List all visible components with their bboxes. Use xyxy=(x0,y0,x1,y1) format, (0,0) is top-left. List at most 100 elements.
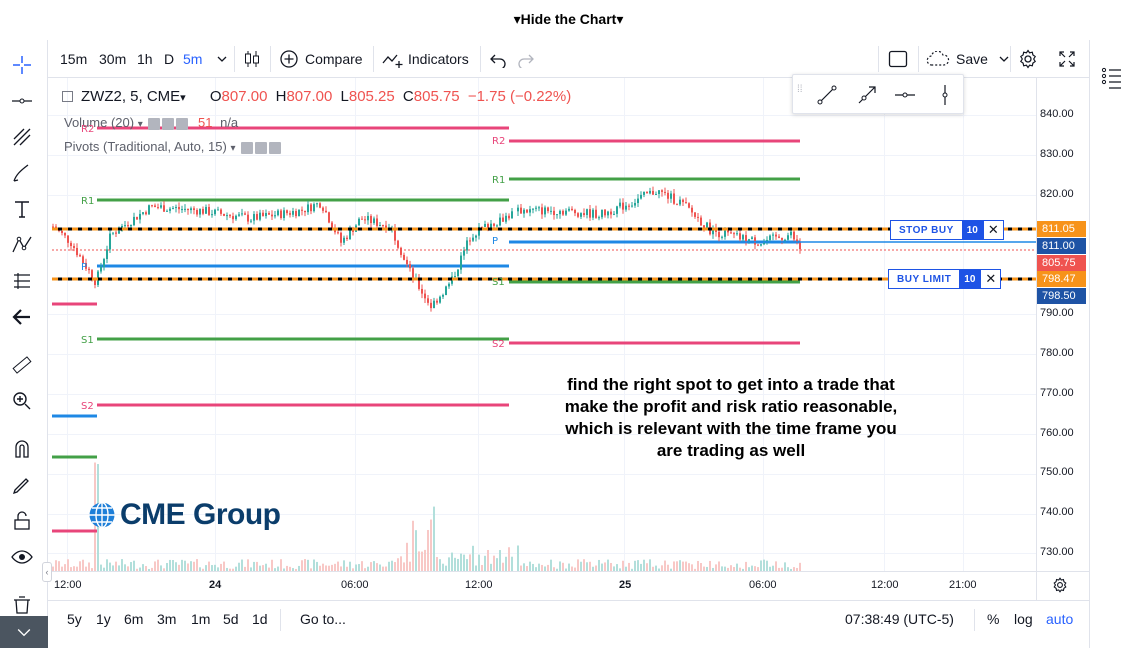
candle-body xyxy=(664,191,666,193)
range-5y[interactable]: 5y xyxy=(67,611,82,627)
visibility-icon[interactable] xyxy=(241,141,254,154)
back-arrow-icon[interactable] xyxy=(6,302,38,332)
volume-bar xyxy=(616,564,618,571)
volume-bar xyxy=(364,568,366,571)
log-scale-toggle[interactable]: log xyxy=(1014,611,1033,627)
volume-bar xyxy=(214,564,216,571)
candlestick-style-icon[interactable] xyxy=(243,40,261,78)
lock-drawing-icon[interactable] xyxy=(6,470,38,500)
range-1m[interactable]: 1m xyxy=(191,611,211,627)
settings-icon[interactable] xyxy=(255,141,268,154)
crosshair-icon[interactable] xyxy=(6,50,38,80)
candle-body xyxy=(115,232,117,234)
pivots-label[interactable]: Pivots (Traditional, Auto, 15) xyxy=(64,139,227,154)
magnet-icon[interactable] xyxy=(6,434,38,464)
visibility-icon[interactable] xyxy=(148,117,161,130)
save-button[interactable]: Save xyxy=(926,40,1010,78)
volume-bar xyxy=(169,559,171,571)
ruler-icon[interactable] xyxy=(6,350,38,380)
stop-buy-label[interactable]: STOP BUY xyxy=(899,224,954,236)
volume-bar xyxy=(670,568,672,571)
range-5d[interactable]: 5d xyxy=(223,611,239,627)
undo-icon[interactable] xyxy=(489,40,507,78)
volume-bar xyxy=(583,559,585,571)
percent-scale-toggle[interactable]: % xyxy=(987,611,1000,627)
fib-tool-icon[interactable] xyxy=(6,122,38,152)
volume-bar xyxy=(325,565,327,571)
settings-gear-icon[interactable] xyxy=(1018,40,1038,78)
brush-tool-icon[interactable] xyxy=(6,158,38,188)
volume-bar xyxy=(202,568,204,571)
symbol-name[interactable]: ZWZ2, 5, CME xyxy=(81,88,181,105)
buy-limit-label[interactable]: BUY LIMIT xyxy=(897,273,952,285)
volume-bar xyxy=(157,559,159,571)
drag-handle-icon[interactable]: ⁞⁞ xyxy=(797,84,803,95)
unlock-icon[interactable] xyxy=(6,506,38,536)
watchlist-icon[interactable] xyxy=(1100,66,1122,97)
hide-chart-toggle[interactable]: ▾Hide the Chart▾ xyxy=(0,11,1137,28)
volume-bar xyxy=(304,559,306,571)
zoom-in-icon[interactable] xyxy=(6,386,38,416)
arrow-line-icon[interactable] xyxy=(853,81,881,109)
indicators-button[interactable]: Indicators xyxy=(382,40,469,78)
trend-line-icon[interactable] xyxy=(813,81,841,109)
price-tick: 820.00 xyxy=(1040,188,1074,200)
right-sidebar xyxy=(1089,40,1137,648)
candle-body xyxy=(289,213,291,215)
settings-icon[interactable] xyxy=(162,117,175,130)
volume-label[interactable]: Volume (20) xyxy=(64,115,135,130)
top-bar: ▾Hide the Chart▾ xyxy=(0,0,1137,40)
interval-d[interactable]: D xyxy=(164,51,175,67)
stop-buy-order[interactable]: STOP BUY 10 ✕ xyxy=(890,220,1004,240)
go-to-button[interactable]: Go to... xyxy=(300,611,346,627)
collapse-toolbar-button[interactable] xyxy=(0,616,48,648)
candle-body xyxy=(616,206,618,214)
horizontal-line-icon[interactable] xyxy=(891,81,919,109)
collapse-legend-icon[interactable] xyxy=(62,90,73,102)
interval-1h[interactable]: 1h xyxy=(137,51,153,67)
remove-icon[interactable] xyxy=(269,141,282,154)
volume-bar xyxy=(547,564,549,571)
range-3m[interactable]: 3m xyxy=(157,611,177,627)
range-6m[interactable]: 6m xyxy=(124,611,144,627)
chevron-down-icon[interactable]: ▾ xyxy=(137,119,143,130)
compare-button[interactable]: Compare xyxy=(279,40,363,78)
interval-dropdown-chevron-icon[interactable] xyxy=(216,40,228,78)
interval-5m-active[interactable]: 5m xyxy=(183,51,203,67)
interval-30m[interactable]: 30m xyxy=(99,51,127,67)
volume-bar xyxy=(541,564,543,571)
symbol-dropdown-icon[interactable]: ▾ xyxy=(180,92,186,104)
stop-buy-close-icon[interactable]: ✕ xyxy=(982,221,1003,239)
prediction-tool-icon[interactable] xyxy=(6,266,38,296)
vertical-line-icon[interactable] xyxy=(931,81,959,109)
volume-bar xyxy=(622,560,624,571)
volume-bar xyxy=(193,561,195,571)
volume-bar xyxy=(724,566,726,571)
expand-icon[interactable] xyxy=(1058,40,1076,78)
interval-15m[interactable]: 15m xyxy=(60,51,88,67)
eye-icon[interactable] xyxy=(6,542,38,572)
candle-body xyxy=(469,240,471,242)
redo-icon[interactable] xyxy=(517,40,535,78)
stop-buy-qty[interactable]: 10 xyxy=(961,221,983,239)
trash-icon[interactable] xyxy=(6,590,38,620)
text-tool-icon[interactable] xyxy=(6,194,38,224)
buy-limit-order[interactable]: BUY LIMIT 10 ✕ xyxy=(888,269,1002,289)
fullscreen-rect-icon[interactable] xyxy=(888,40,908,78)
remove-icon[interactable] xyxy=(176,117,189,130)
volume-na-value: n/a xyxy=(220,115,239,130)
candle-body xyxy=(376,218,378,226)
range-1y[interactable]: 1y xyxy=(96,611,111,627)
range-1d[interactable]: 1d xyxy=(252,611,268,627)
candle-body xyxy=(484,223,486,227)
clock-timezone[interactable]: 07:38:49 (UTC-5) xyxy=(845,611,954,627)
horizontal-line-tool-icon[interactable] xyxy=(6,86,38,116)
buy-limit-close-icon[interactable]: ✕ xyxy=(980,270,1000,288)
pattern-tool-icon[interactable] xyxy=(6,230,38,260)
buy-limit-qty[interactable]: 10 xyxy=(959,270,981,288)
scroll-left-button[interactable]: ‹ xyxy=(42,562,52,582)
axis-settings-gear-icon[interactable] xyxy=(1052,577,1068,598)
chevron-down-icon[interactable]: ▾ xyxy=(230,143,236,154)
volume-bar xyxy=(199,567,201,571)
auto-scale-toggle[interactable]: auto xyxy=(1046,611,1074,627)
